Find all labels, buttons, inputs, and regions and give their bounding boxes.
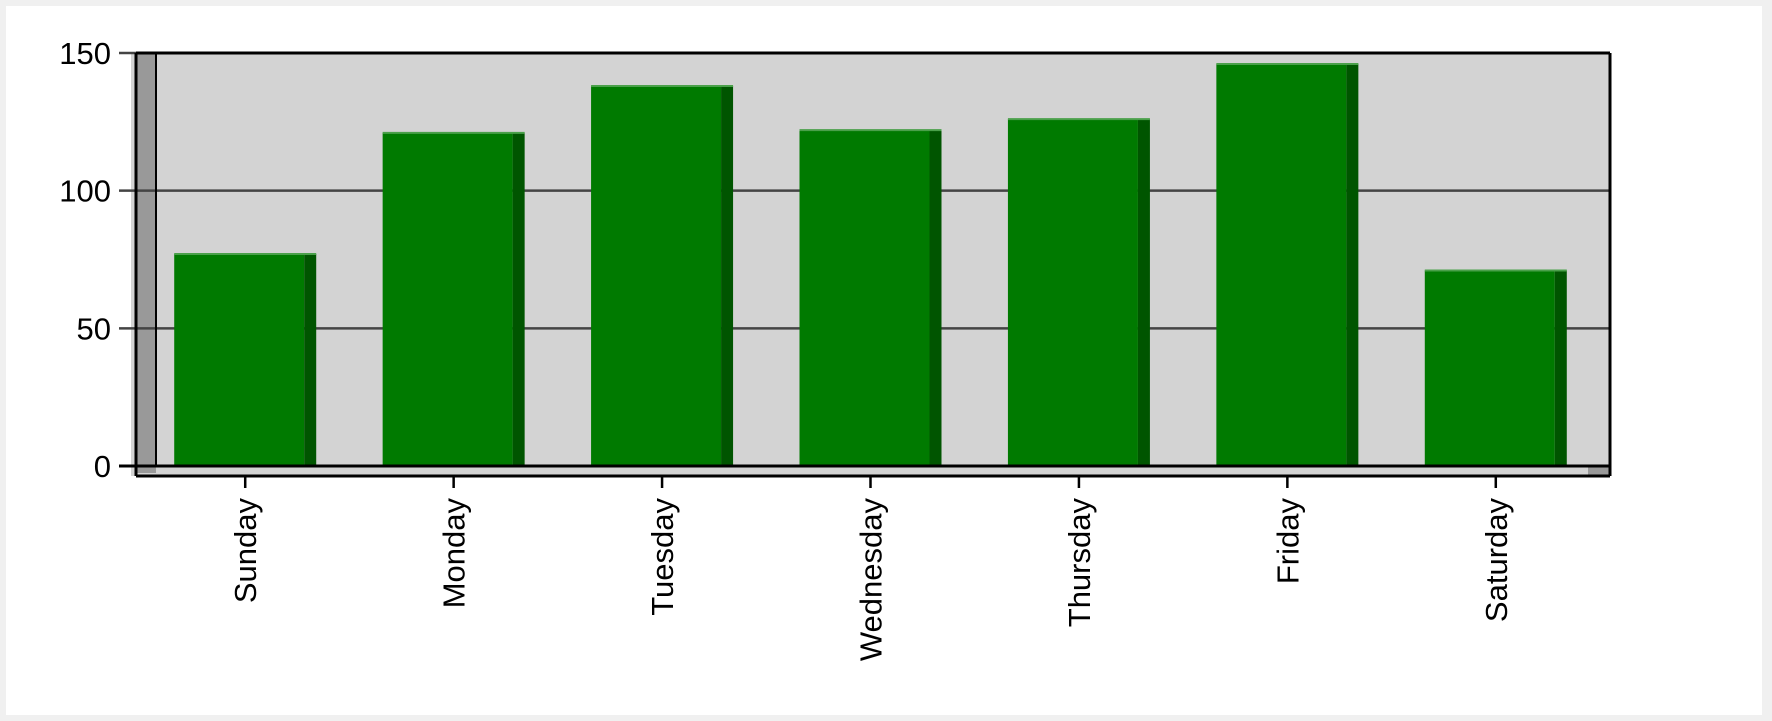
bar-side: [721, 86, 734, 466]
bar: [174, 253, 305, 466]
y-tick-label: 50: [77, 311, 111, 346]
bar-side: [1137, 119, 1150, 466]
x-tick-label: Thursday: [1062, 498, 1097, 628]
bar-side: [304, 253, 317, 466]
y-tick-label: 0: [94, 449, 111, 484]
chart-frame: 0 50 100 150 Sunday Monday Tuesday Wednesday Th…: [6, 6, 1762, 715]
plot-left-wall: [136, 53, 156, 473]
bar-side: [1346, 64, 1359, 466]
x-tick-label: Saturday: [1479, 498, 1514, 623]
bar: [1007, 119, 1138, 466]
x-tick-label: Friday: [1270, 498, 1305, 585]
plot-right-wall: [1588, 466, 1610, 476]
x-tick-label: Monday: [437, 498, 472, 609]
bar: [799, 130, 930, 466]
bar: [1424, 270, 1555, 466]
bar: [591, 86, 722, 466]
x-tick-label: Wednesday: [854, 498, 889, 662]
x-tick-label: Sunday: [228, 498, 263, 604]
y-tick-label: 100: [59, 174, 111, 209]
x-tick-label: Tuesday: [645, 498, 680, 616]
bar: [1216, 64, 1347, 466]
bar-side: [929, 130, 942, 466]
y-tick-label: 150: [59, 36, 111, 71]
bar: [382, 132, 513, 466]
bar-side: [1554, 270, 1567, 466]
bar-side: [512, 132, 525, 466]
bar-chart: 0 50 100 150 Sunday Monday Tuesday Wednesday Th…: [59, 36, 1612, 662]
